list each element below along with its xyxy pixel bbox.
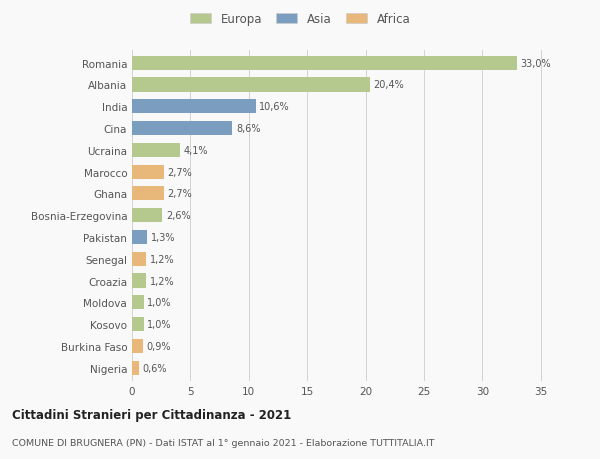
Bar (132, 209, 163, 223)
Text: 2,7%: 2,7% (167, 167, 192, 177)
Text: 0,9%: 0,9% (146, 341, 170, 351)
Bar (132, 296, 143, 310)
Text: 2,6%: 2,6% (166, 211, 190, 221)
Bar (132, 187, 164, 201)
Text: 0,6%: 0,6% (143, 363, 167, 373)
Text: 1,3%: 1,3% (151, 232, 175, 242)
Text: 1,0%: 1,0% (147, 298, 172, 308)
Text: 20,4%: 20,4% (374, 80, 404, 90)
Bar (132, 56, 517, 71)
Bar (132, 100, 256, 114)
Text: Cittadini Stranieri per Cittadinanza - 2021: Cittadini Stranieri per Cittadinanza - 2… (12, 408, 291, 421)
Bar (132, 78, 370, 92)
Text: 4,1%: 4,1% (184, 146, 208, 156)
Text: 2,7%: 2,7% (167, 189, 192, 199)
Bar (132, 361, 139, 375)
Bar (132, 274, 146, 288)
Bar (132, 122, 232, 136)
Text: 1,0%: 1,0% (147, 319, 172, 330)
Text: 1,2%: 1,2% (149, 276, 174, 286)
Bar (132, 317, 143, 331)
Text: 8,6%: 8,6% (236, 124, 260, 134)
Text: COMUNE DI BRUGNERA (PN) - Dati ISTAT al 1° gennaio 2021 - Elaborazione TUTTITALI: COMUNE DI BRUGNERA (PN) - Dati ISTAT al … (12, 438, 434, 447)
Text: 1,2%: 1,2% (149, 254, 174, 264)
Bar (132, 339, 143, 353)
Legend: Europa, Asia, Africa: Europa, Asia, Africa (187, 11, 413, 28)
Bar (132, 252, 146, 266)
Bar (132, 230, 147, 245)
Bar (132, 143, 180, 157)
Bar (132, 165, 164, 179)
Text: 10,6%: 10,6% (259, 102, 290, 112)
Text: 33,0%: 33,0% (521, 59, 551, 68)
